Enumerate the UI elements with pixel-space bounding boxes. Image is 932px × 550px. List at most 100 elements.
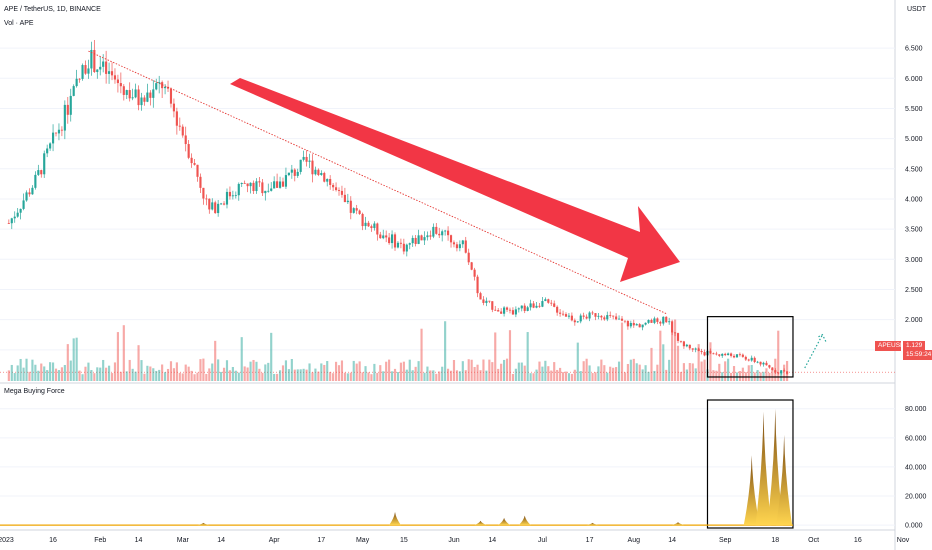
time-tick-label: Apr xyxy=(269,537,281,544)
candle-body xyxy=(432,226,435,237)
candle-body xyxy=(382,235,385,239)
candle-body xyxy=(370,226,373,229)
candle-body xyxy=(447,230,450,236)
candle-body xyxy=(264,190,267,194)
candle-body xyxy=(187,144,190,158)
candle-body xyxy=(40,170,43,175)
volume-bar xyxy=(573,369,576,381)
volume-bar xyxy=(635,363,638,381)
volume-bar xyxy=(116,332,119,381)
volume-bar xyxy=(441,366,444,381)
volume-bar xyxy=(334,361,338,381)
volume-bar xyxy=(237,372,240,381)
candle-body xyxy=(107,71,111,74)
volume-bar xyxy=(75,337,78,381)
volume-bar xyxy=(181,373,184,381)
volume-bar xyxy=(671,331,674,381)
volume-bar xyxy=(685,369,688,381)
volume-bar xyxy=(620,322,624,381)
volume-bar xyxy=(432,370,435,381)
candle-body xyxy=(500,311,503,314)
price-highlight-box xyxy=(706,316,794,378)
candle-body xyxy=(550,302,553,304)
candle-body xyxy=(612,315,615,317)
volume-bar xyxy=(10,364,13,381)
candle-body xyxy=(665,316,668,323)
candle-body xyxy=(140,97,143,106)
volume-bar xyxy=(134,371,137,381)
candle-body xyxy=(305,156,308,162)
candle-body xyxy=(402,243,405,252)
candle-body xyxy=(615,316,618,320)
candle-body xyxy=(326,178,329,182)
candle-body xyxy=(641,324,644,328)
candle-body xyxy=(146,92,149,102)
volume-bar xyxy=(526,332,529,381)
volume-bar xyxy=(435,373,438,381)
volume-bar xyxy=(352,360,355,381)
volume-bar xyxy=(217,359,220,381)
volume-bar xyxy=(214,340,217,381)
volume-bar xyxy=(119,371,122,381)
volume-bar xyxy=(72,338,75,381)
candle-body xyxy=(343,194,346,203)
volume-bar xyxy=(308,363,311,381)
time-tick-label: 16 xyxy=(49,537,57,544)
candle-body xyxy=(87,68,90,74)
candle-body xyxy=(750,357,753,361)
volume-bar xyxy=(332,373,335,381)
candle-body xyxy=(553,303,556,307)
candle-body xyxy=(756,361,759,363)
volume-bar xyxy=(482,359,485,381)
last-price-ticker: APEUSDT xyxy=(875,341,909,351)
volume-bar xyxy=(281,365,285,381)
time-tick-label: 17 xyxy=(317,537,325,544)
volume-bar xyxy=(22,367,25,381)
volume-bar xyxy=(358,361,361,381)
volume-bar xyxy=(532,373,535,381)
candle-body xyxy=(228,191,232,197)
volume-bar xyxy=(164,372,167,381)
candle-body xyxy=(287,172,290,176)
candle-body xyxy=(730,353,733,356)
volume-bar xyxy=(113,362,117,381)
candle-body xyxy=(514,309,517,315)
candle-body xyxy=(765,362,768,366)
candle-body xyxy=(417,235,420,244)
candle-body xyxy=(270,188,273,191)
candle-body xyxy=(408,243,411,245)
candle-body xyxy=(659,321,662,324)
volume-bar xyxy=(46,370,49,381)
candle-body xyxy=(202,187,205,199)
volume-bar xyxy=(461,361,464,381)
volume-bar xyxy=(703,359,706,381)
volume-bar xyxy=(564,371,568,381)
candle-body xyxy=(63,104,66,131)
candle-body xyxy=(494,309,497,311)
volume-bar xyxy=(556,369,559,381)
volume-bar xyxy=(473,367,476,381)
candle-body xyxy=(43,153,46,175)
candle-body xyxy=(358,210,361,214)
volume-bar xyxy=(178,372,181,381)
candle-body xyxy=(110,71,114,76)
volume-bar xyxy=(252,359,255,381)
candle-body xyxy=(458,244,461,249)
volume-bar xyxy=(228,370,232,381)
volume-bar xyxy=(455,370,458,381)
volume-bar xyxy=(644,365,647,381)
volume-bar xyxy=(69,360,72,381)
candle-body xyxy=(638,324,641,328)
candle-body xyxy=(329,178,332,185)
volume-bar xyxy=(665,369,668,381)
candle-body xyxy=(467,252,470,263)
candle-body xyxy=(19,208,22,213)
candle-body xyxy=(411,237,414,244)
candle-body xyxy=(113,75,117,80)
candle-body xyxy=(532,303,535,308)
volume-bar xyxy=(305,369,308,381)
volume-bar xyxy=(647,371,650,381)
volume-bar xyxy=(184,364,187,381)
volume-bar xyxy=(500,363,503,381)
